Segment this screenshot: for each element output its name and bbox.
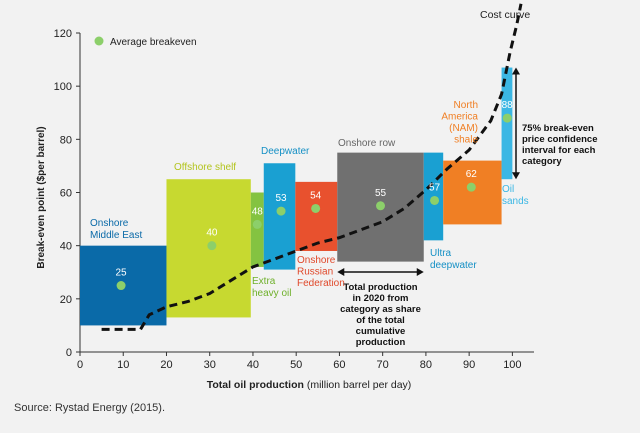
category-label-onshore-row-line-1: Onshore row: [338, 138, 396, 149]
avg-value-onshore-row: 55: [375, 188, 387, 199]
category-label-extra-heavy-oil-line-1: Extra: [252, 276, 276, 287]
y-tick-label-100: 100: [54, 81, 72, 93]
x-tick-label-0: 0: [77, 359, 83, 371]
y-tick-label-80: 80: [60, 134, 72, 146]
x-axis-title: Total oil production (million barrel per…: [207, 379, 412, 391]
legend-label: Average breakeven: [110, 37, 197, 48]
bar-north-america-nam-shale: [443, 160, 502, 225]
y-tick-label-0: 0: [66, 347, 72, 359]
avg-point-oil-sands: [502, 113, 512, 123]
width-arrow-note-line-5: cumulative: [356, 326, 406, 337]
avg-value-oil-sands: 88: [502, 100, 514, 111]
width-arrow-note-line-4: of the total: [356, 315, 405, 326]
avg-point-onshore-row: [376, 201, 386, 211]
category-label-onshore-middle-east-line-2: Middle East: [90, 230, 142, 241]
y-axis-title: Break-even point ($per barrel): [36, 126, 47, 268]
x-tick-label-10: 10: [117, 359, 129, 371]
x-tick-label-80: 80: [420, 359, 432, 371]
category-label-ultra-deepwater-line-1: Ultra: [430, 248, 452, 259]
avg-point-onshore-middle-east: [116, 281, 126, 291]
category-label-oil-sands-line-2: sands: [502, 196, 529, 207]
category-label-extra-heavy-oil-line-2: heavy oil: [252, 288, 291, 299]
x-tick-label-20: 20: [160, 359, 172, 371]
cost-curve-line: [101, 3, 523, 331]
x-tick-label-70: 70: [377, 359, 389, 371]
confidence-note-line-3: interval for each: [522, 145, 596, 156]
category-label-deepwater-line-1: Deepwater: [261, 146, 310, 157]
confidence-arrow-head-bottom: [512, 172, 520, 180]
width-arrow-note-line-3: category as share: [340, 304, 421, 315]
y-tick-label-120: 120: [54, 28, 72, 40]
width-arrow-note-line-2: in 2020 from: [353, 293, 409, 304]
avg-value-offshore-shelf: 40: [206, 228, 218, 239]
confidence-arrow-head-top: [512, 67, 520, 75]
confidence-note-line-4: category: [522, 156, 562, 167]
axes: 0 20 40 60 80 100 120 0 10 20 30 40 50 60 70 80 90 100 Tot…: [36, 28, 534, 391]
y-tick-label-20: 20: [60, 294, 72, 306]
width-arrow-note-line-1: Total production: [343, 282, 417, 293]
avg-value-north-america-nam-shale: 62: [466, 169, 478, 180]
x-tick-label-50: 50: [290, 359, 302, 371]
width-arrow-head-right: [416, 268, 424, 276]
y-tick-label-40: 40: [60, 241, 72, 253]
average-points: 25 40 48 53 54 55 57 62 88: [116, 100, 514, 291]
category-label-onshore-russian-federation-line-2: Russian: [297, 267, 333, 278]
category-label-oil-sands-line-1: Oil: [502, 184, 514, 195]
avg-value-extra-heavy-oil: 48: [252, 206, 264, 217]
avg-point-onshore-russian-federation: [311, 203, 321, 213]
y-tick-label-60: 60: [60, 188, 72, 200]
width-arrow-head-left: [337, 268, 345, 276]
x-tick-label-90: 90: [463, 359, 475, 371]
source-note: Source: Rystad Energy (2015).: [14, 402, 166, 414]
width-arrow-note-line-6: production: [356, 337, 406, 348]
bar-extra-heavy-oil: [250, 192, 264, 267]
avg-value-ultra-deepwater: 57: [429, 182, 441, 193]
cost-curve: [101, 3, 523, 331]
avg-point-extra-heavy-oil: [252, 219, 262, 229]
category-label-onshore-russian-federation-line-3: Federation: [297, 278, 345, 289]
category-label-ultra-deepwater-line-2: deepwater: [430, 260, 477, 271]
x-tick-label-60: 60: [333, 359, 345, 371]
category-label-north-america-nam-shale-line-1: North: [454, 100, 478, 111]
avg-value-deepwater: 53: [275, 193, 287, 204]
cost-curve-label: Cost curve: [480, 9, 530, 21]
category-label-north-america-nam-shale-line-2: America: [441, 112, 478, 123]
category-label-onshore-russian-federation-line-1: Onshore: [297, 255, 336, 266]
avg-point-offshore-shelf: [207, 241, 217, 251]
avg-point-deepwater: [276, 206, 286, 216]
avg-point-north-america-nam-shale: [466, 182, 476, 192]
confidence-note-line-1: 75% break-even: [522, 123, 594, 134]
category-label-north-america-nam-shale-line-4: shale: [454, 135, 478, 146]
x-tick-label-100: 100: [503, 359, 521, 371]
avg-value-onshore-middle-east: 25: [116, 268, 128, 279]
category-label-north-america-nam-shale-line-3: (NAM): [449, 123, 478, 134]
avg-value-onshore-russian-federation: 54: [310, 190, 322, 201]
bar-oil-sands: [501, 67, 513, 180]
legend-marker: [94, 36, 104, 46]
category-label-offshore-shelf-line-1: Offshore shelf: [174, 162, 236, 173]
x-tick-label-40: 40: [247, 359, 259, 371]
category-label-onshore-middle-east-line-1: Onshore: [90, 218, 129, 229]
avg-point-ultra-deepwater: [430, 195, 440, 205]
confidence-note-line-2: price confidence: [522, 134, 598, 145]
x-tick-label-30: 30: [204, 359, 216, 371]
